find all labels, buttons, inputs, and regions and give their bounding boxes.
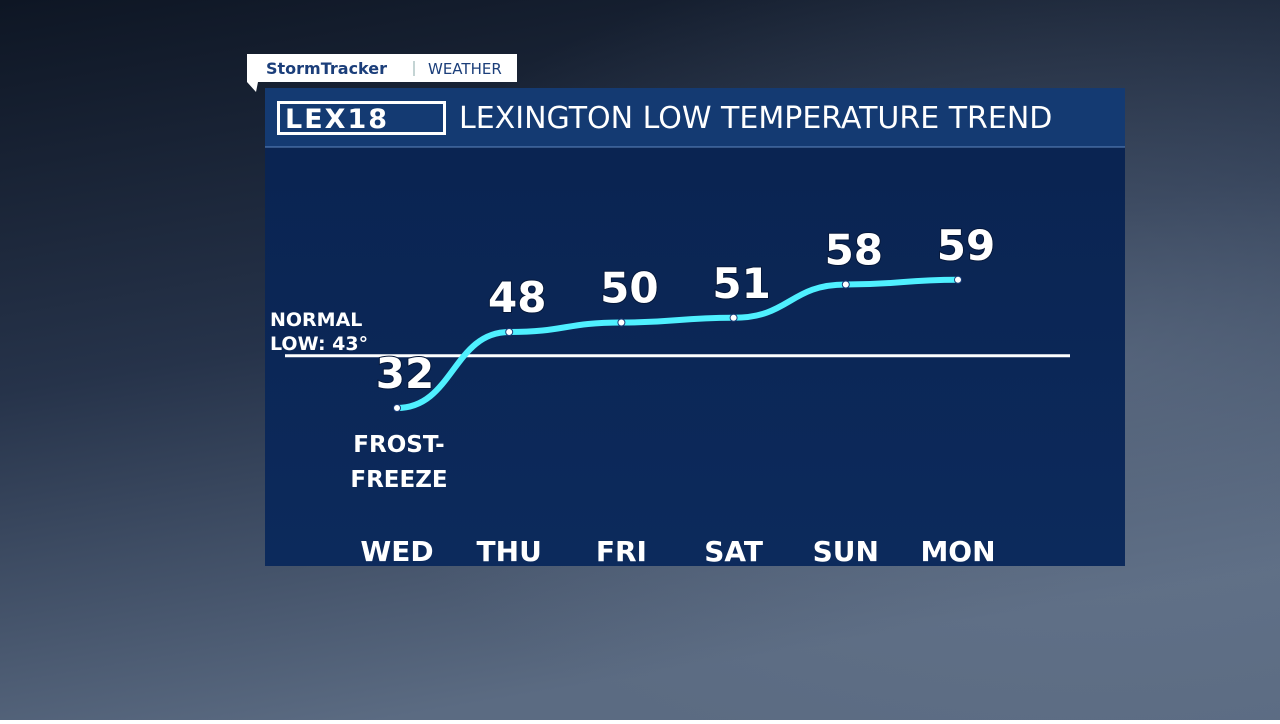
annotation: FROST- [353, 432, 444, 458]
point [393, 404, 401, 412]
normal-label: LOW: 43° [270, 333, 368, 355]
brand-tab-left: StormTracker [266, 59, 387, 78]
data-label: 32 [376, 349, 434, 398]
data-label: 50 [600, 264, 658, 313]
x-tick-label: SUN [813, 535, 879, 568]
x-tick-label: THU [477, 535, 542, 568]
point [617, 318, 626, 327]
point [505, 328, 514, 336]
x-tick-label: FRI [596, 535, 647, 568]
chart-title: LEXINGTON LOW TEMPERATURE TREND [459, 101, 1052, 136]
brand-tab-right: WEATHER [428, 60, 502, 78]
x-tick-label: MON [920, 535, 995, 568]
normal-label: NORMAL [270, 309, 362, 331]
data-label: 48 [488, 273, 546, 322]
data-label: 58 [825, 226, 883, 275]
x-tick-label: SAT [704, 535, 763, 568]
logo: LEX18 [285, 104, 389, 135]
point [954, 275, 962, 284]
brand-tab [247, 54, 517, 92]
panel [265, 88, 1125, 566]
point [841, 280, 850, 289]
data-label: 51 [712, 259, 770, 308]
logo-inner [280, 104, 443, 132]
point [729, 313, 738, 322]
annotation: FREEZE [350, 467, 447, 493]
x-tick-label: WED [360, 535, 433, 568]
data-label: 59 [937, 221, 995, 270]
